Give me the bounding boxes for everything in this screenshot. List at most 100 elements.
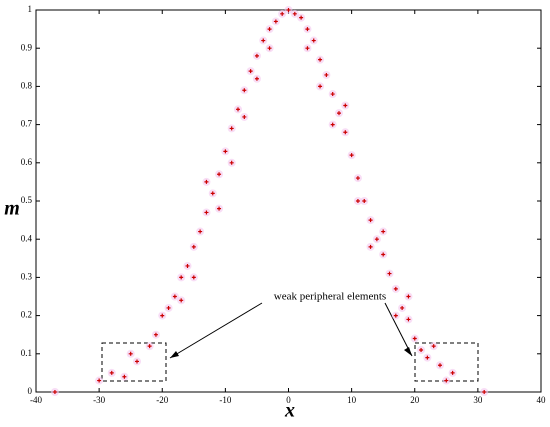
x-tick-label: 30 [473, 395, 483, 405]
point [355, 176, 360, 181]
y-tick-label: 1 [28, 4, 33, 14]
point [273, 19, 278, 24]
y-tick-label: 0 [28, 386, 33, 396]
y-tick-label: 0.9 [21, 42, 33, 52]
point [406, 294, 411, 299]
x-tick-label: 20 [410, 395, 420, 405]
point [135, 359, 139, 364]
point [343, 103, 348, 108]
point [109, 370, 114, 375]
point [419, 347, 424, 352]
y-tick-label: 0.4 [21, 233, 33, 243]
point [185, 263, 190, 268]
y-tick-label: 0.1 [21, 348, 32, 358]
x-tick-label: -30 [93, 395, 105, 405]
point [368, 218, 373, 223]
x-tick-label: -40 [30, 395, 42, 405]
dashed-box [101, 342, 167, 382]
point [362, 199, 367, 203]
annotation: weak peripheral elements [274, 291, 386, 303]
point [217, 206, 222, 211]
point [393, 313, 398, 318]
point [128, 351, 133, 356]
point [337, 111, 341, 116]
point [179, 275, 184, 280]
point [242, 88, 247, 93]
point [305, 27, 310, 32]
point [318, 84, 323, 89]
point [406, 317, 411, 322]
y-tick-label: 0.7 [21, 119, 33, 129]
x-tick-label: -10 [219, 395, 231, 405]
point [444, 378, 449, 383]
arrowhead [404, 347, 412, 356]
point [355, 199, 360, 203]
point [198, 229, 203, 234]
point [425, 355, 430, 360]
point [311, 38, 316, 43]
point [204, 179, 209, 184]
point [299, 15, 304, 20]
point [330, 92, 335, 97]
y-tick-label: 0.2 [21, 310, 32, 320]
point [318, 57, 323, 62]
point [248, 69, 253, 74]
arrow [169, 302, 263, 359]
y-tick-label: 0.3 [21, 271, 33, 281]
point [160, 313, 165, 318]
x-tick-label: 10 [347, 395, 357, 405]
plot-frame [35, 9, 542, 393]
y-tick-label: 0.8 [21, 80, 33, 90]
point [450, 370, 455, 375]
point [172, 294, 177, 299]
point [223, 149, 228, 154]
point [52, 390, 57, 394]
point [305, 46, 310, 51]
point [431, 344, 436, 349]
point [242, 114, 247, 119]
point [387, 271, 392, 276]
point [368, 244, 373, 249]
point [343, 130, 348, 135]
x-tick-label: 0 [286, 395, 291, 405]
dashed-box [414, 342, 479, 382]
point [400, 305, 405, 310]
x-axis-label: x [284, 400, 295, 422]
arrow [384, 302, 413, 357]
point [236, 107, 240, 112]
point [191, 275, 196, 280]
point [349, 153, 354, 158]
x-tick-label: -20 [156, 395, 168, 405]
point [324, 72, 329, 77]
point [292, 11, 297, 16]
point [393, 286, 398, 291]
y-tick-label: 0.5 [21, 195, 33, 205]
point [191, 244, 196, 249]
point [438, 363, 442, 368]
point [204, 210, 209, 215]
point [374, 237, 379, 242]
x-tick-label: 40 [537, 395, 547, 405]
point [153, 332, 158, 337]
point [381, 252, 386, 257]
point [254, 76, 259, 81]
point [217, 172, 222, 177]
point [482, 390, 487, 394]
point [267, 46, 272, 51]
point [229, 126, 234, 131]
point [97, 378, 102, 383]
point [280, 11, 285, 16]
point [330, 122, 335, 127]
point [166, 305, 171, 310]
point [267, 27, 272, 32]
point [412, 336, 417, 341]
point [210, 191, 215, 196]
point [179, 298, 184, 303]
point [381, 229, 386, 234]
point [261, 38, 266, 43]
point [122, 374, 127, 379]
point [254, 53, 259, 58]
point [286, 8, 291, 12]
point [147, 344, 152, 349]
